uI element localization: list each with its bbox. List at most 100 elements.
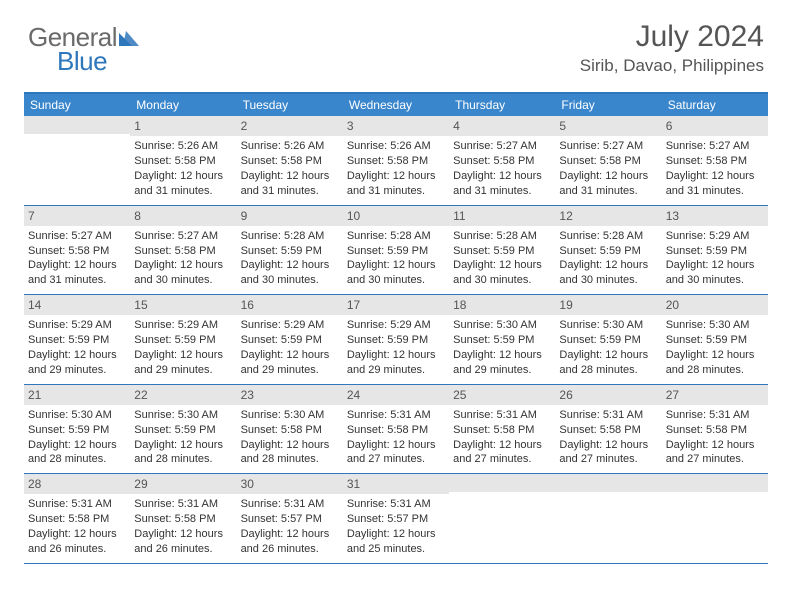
calendar-cell: 10Sunrise: 5:28 AMSunset: 5:59 PMDayligh… xyxy=(343,206,449,295)
calendar-cell: 23Sunrise: 5:30 AMSunset: 5:58 PMDayligh… xyxy=(237,385,343,474)
sunset-text: Sunset: 5:59 PM xyxy=(241,333,339,348)
sunset-text: Sunset: 5:58 PM xyxy=(134,244,232,259)
sunrise-text: Sunrise: 5:27 AM xyxy=(28,229,126,244)
sunset-text: Sunset: 5:59 PM xyxy=(453,333,551,348)
day-number: 17 xyxy=(343,295,449,315)
day-number xyxy=(555,474,661,492)
day-number: 30 xyxy=(237,474,343,494)
daylight-text: and 30 minutes. xyxy=(559,273,657,288)
week-row: 1 Sunrise: 5:26 AM Sunset: 5:58 PM Daylight… xyxy=(24,116,768,206)
daylight-text: and 29 minutes. xyxy=(241,363,339,378)
calendar-cell: 5Sunrise: 5:27 AMSunset: 5:58 PMDaylight… xyxy=(555,116,661,205)
day-number: 23 xyxy=(237,385,343,405)
daylight-text: Daylight: 12 hours xyxy=(347,438,445,453)
daylight-text: and 28 minutes. xyxy=(666,363,764,378)
daylight-text: Daylight: 12 hours xyxy=(666,169,764,184)
daylight-text: and 31 minutes. xyxy=(241,184,339,199)
calendar-cell: 20Sunrise: 5:30 AMSunset: 5:59 PMDayligh… xyxy=(662,295,768,384)
logo-text-blue-wrap: Blue xyxy=(57,46,107,77)
sunset-text: Sunset: 5:57 PM xyxy=(347,512,445,527)
daylight-text: and 29 minutes. xyxy=(347,363,445,378)
sunset-text: Sunset: 5:59 PM xyxy=(241,244,339,259)
calendar-cell: 24Sunrise: 5:31 AMSunset: 5:58 PMDayligh… xyxy=(343,385,449,474)
sunrise-text: Sunrise: 5:28 AM xyxy=(241,229,339,244)
daylight-text: Daylight: 12 hours xyxy=(134,348,232,363)
daylight-text: and 30 minutes. xyxy=(241,273,339,288)
sunrise-text: Sunrise: 5:28 AM xyxy=(559,229,657,244)
sunrise-text: Sunrise: 5:28 AM xyxy=(347,229,445,244)
sunrise-text: Sunrise: 5:31 AM xyxy=(134,497,232,512)
daylight-text: Daylight: 12 hours xyxy=(347,169,445,184)
sunrise-text: Sunrise: 5:29 AM xyxy=(241,318,339,333)
daylight-text: Daylight: 12 hours xyxy=(241,348,339,363)
weeks-container: 1 Sunrise: 5:26 AM Sunset: 5:58 PM Daylight… xyxy=(24,116,768,564)
day-header-wed: Wednesday xyxy=(343,94,449,116)
daylight-text: Daylight: 12 hours xyxy=(666,348,764,363)
day-number: 4 xyxy=(449,116,555,136)
calendar-cell: 7Sunrise: 5:27 AMSunset: 5:58 PMDaylight… xyxy=(24,206,130,295)
daylight-text: Daylight: 12 hours xyxy=(453,348,551,363)
calendar: Sunday Monday Tuesday Wednesday Thursday… xyxy=(24,92,768,564)
day-number: 26 xyxy=(555,385,661,405)
day-number: 5 xyxy=(555,116,661,136)
sunset-text: Sunset: 5:58 PM xyxy=(241,154,339,169)
day-number: 29 xyxy=(130,474,236,494)
location-subtitle: Sirib, Davao, Philippines xyxy=(580,56,764,76)
daylight-text: and 29 minutes. xyxy=(28,363,126,378)
daylight-text: Daylight: 12 hours xyxy=(241,527,339,542)
calendar-cell: 12Sunrise: 5:28 AMSunset: 5:59 PMDayligh… xyxy=(555,206,661,295)
day-header-sun: Sunday xyxy=(24,94,130,116)
calendar-cell xyxy=(662,474,768,563)
day-number: 1 xyxy=(130,116,236,136)
daylight-text: and 27 minutes. xyxy=(453,452,551,467)
sunrise-text: Sunrise: 5:31 AM xyxy=(559,408,657,423)
daylight-text: Daylight: 12 hours xyxy=(453,438,551,453)
logo-text-blue: Blue xyxy=(57,46,107,76)
sunset-text: Sunset: 5:58 PM xyxy=(28,244,126,259)
day-number: 31 xyxy=(343,474,449,494)
sunrise-text: Sunrise: 5:27 AM xyxy=(134,229,232,244)
sunrise-text: Sunrise: 5:29 AM xyxy=(347,318,445,333)
sunrise-text: Sunrise: 5:28 AM xyxy=(453,229,551,244)
calendar-cell: 17Sunrise: 5:29 AMSunset: 5:59 PMDayligh… xyxy=(343,295,449,384)
daylight-text: Daylight: 12 hours xyxy=(134,438,232,453)
daylight-text: and 29 minutes. xyxy=(134,363,232,378)
sunrise-text: Sunrise: 5:31 AM xyxy=(28,497,126,512)
day-number: 9 xyxy=(237,206,343,226)
day-number: 20 xyxy=(662,295,768,315)
calendar-cell: 14Sunrise: 5:29 AMSunset: 5:59 PMDayligh… xyxy=(24,295,130,384)
daylight-text: Daylight: 12 hours xyxy=(453,258,551,273)
day-number: 15 xyxy=(130,295,236,315)
daylight-text: and 26 minutes. xyxy=(241,542,339,557)
day-number: 19 xyxy=(555,295,661,315)
day-header-mon: Monday xyxy=(130,94,236,116)
day-number: 7 xyxy=(24,206,130,226)
sunrise-text: Sunrise: 5:31 AM xyxy=(241,497,339,512)
daylight-text: Daylight: 12 hours xyxy=(559,258,657,273)
sunset-text: Sunset: 5:59 PM xyxy=(453,244,551,259)
daylight-text: Daylight: 12 hours xyxy=(28,438,126,453)
sunrise-text: Sunrise: 5:26 AM xyxy=(347,139,445,154)
daylight-text: and 30 minutes. xyxy=(347,273,445,288)
calendar-cell: 30Sunrise: 5:31 AMSunset: 5:57 PMDayligh… xyxy=(237,474,343,563)
daylight-text: and 31 minutes. xyxy=(453,184,551,199)
calendar-cell: 26Sunrise: 5:31 AMSunset: 5:58 PMDayligh… xyxy=(555,385,661,474)
sunrise-text: Sunrise: 5:31 AM xyxy=(347,408,445,423)
day-number xyxy=(449,474,555,492)
calendar-cell: 3Sunrise: 5:26 AMSunset: 5:58 PMDaylight… xyxy=(343,116,449,205)
calendar-cell: 4Sunrise: 5:27 AMSunset: 5:58 PMDaylight… xyxy=(449,116,555,205)
daylight-text: Daylight: 12 hours xyxy=(559,348,657,363)
calendar-cell: 29Sunrise: 5:31 AMSunset: 5:58 PMDayligh… xyxy=(130,474,236,563)
sunrise-text: Sunrise: 5:29 AM xyxy=(666,229,764,244)
sunset-text: Sunset: 5:59 PM xyxy=(559,244,657,259)
sunset-text: Sunset: 5:59 PM xyxy=(134,423,232,438)
calendar-cell: 19Sunrise: 5:30 AMSunset: 5:59 PMDayligh… xyxy=(555,295,661,384)
daylight-text: and 31 minutes. xyxy=(28,273,126,288)
sunset-text: Sunset: 5:58 PM xyxy=(666,423,764,438)
sunrise-text: Sunrise: 5:31 AM xyxy=(347,497,445,512)
sunset-text: Sunset: 5:59 PM xyxy=(134,333,232,348)
daylight-text: and 27 minutes. xyxy=(666,452,764,467)
sunrise-text: Sunrise: 5:29 AM xyxy=(134,318,232,333)
daylight-text: Daylight: 12 hours xyxy=(28,527,126,542)
sunset-text: Sunset: 5:59 PM xyxy=(666,333,764,348)
